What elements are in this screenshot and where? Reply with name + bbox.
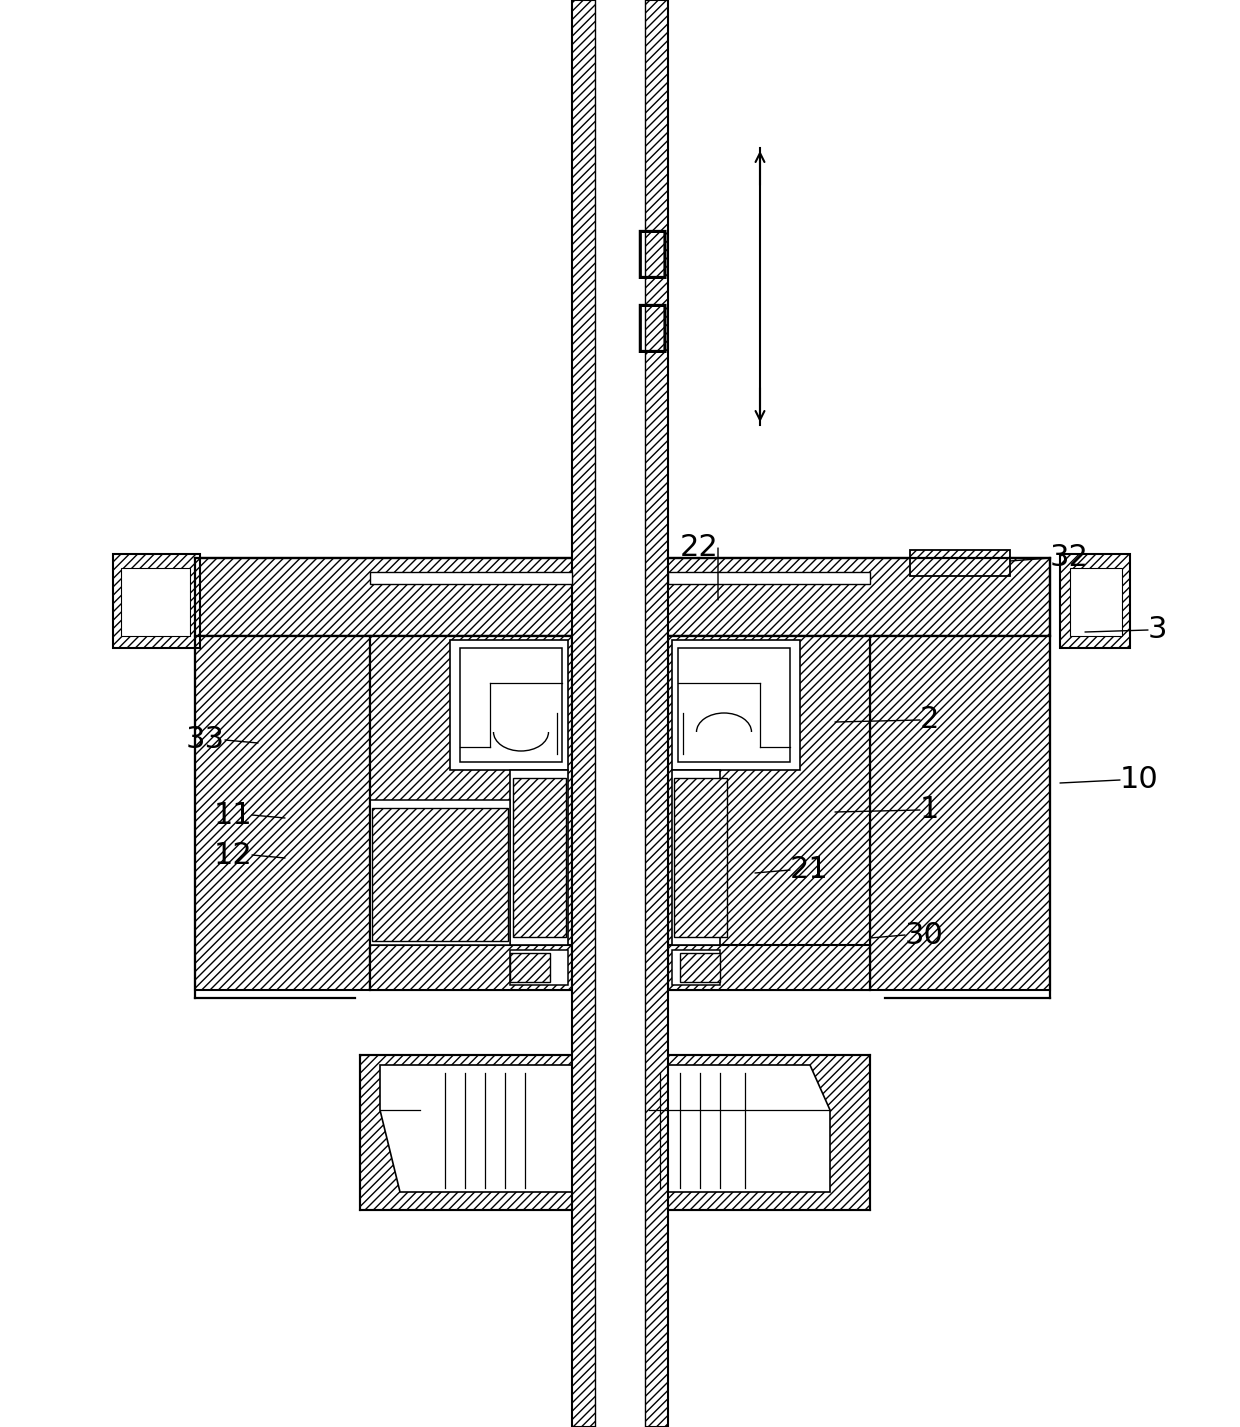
- Polygon shape: [672, 639, 800, 771]
- Text: 32: 32: [1050, 544, 1089, 572]
- Polygon shape: [572, 0, 668, 1427]
- Text: 2: 2: [920, 705, 940, 735]
- Polygon shape: [672, 771, 720, 945]
- Text: 3: 3: [1148, 615, 1168, 645]
- Polygon shape: [370, 636, 572, 990]
- Polygon shape: [379, 1065, 591, 1192]
- Polygon shape: [595, 0, 645, 1427]
- Polygon shape: [680, 953, 720, 982]
- Polygon shape: [649, 1065, 830, 1192]
- Polygon shape: [510, 950, 568, 985]
- Polygon shape: [910, 549, 1011, 577]
- Text: 12: 12: [213, 841, 252, 869]
- Polygon shape: [122, 568, 190, 636]
- Polygon shape: [372, 808, 508, 940]
- Polygon shape: [580, 1055, 870, 1210]
- Text: 21: 21: [790, 856, 828, 885]
- Polygon shape: [195, 636, 370, 990]
- Polygon shape: [668, 945, 870, 990]
- Polygon shape: [510, 771, 568, 945]
- Text: 10: 10: [1120, 765, 1158, 795]
- Polygon shape: [668, 572, 870, 584]
- Polygon shape: [668, 636, 870, 990]
- Polygon shape: [510, 953, 551, 982]
- Polygon shape: [1070, 568, 1122, 636]
- Polygon shape: [460, 648, 562, 762]
- Polygon shape: [672, 950, 720, 985]
- Polygon shape: [450, 639, 568, 771]
- Polygon shape: [675, 778, 727, 938]
- Polygon shape: [370, 945, 572, 990]
- Polygon shape: [370, 572, 572, 584]
- Polygon shape: [678, 648, 790, 762]
- Polygon shape: [870, 636, 1050, 990]
- Polygon shape: [513, 778, 565, 938]
- Text: 向: 向: [635, 301, 668, 355]
- Polygon shape: [370, 801, 510, 945]
- Text: 30: 30: [905, 920, 944, 949]
- Text: 22: 22: [680, 534, 718, 562]
- Polygon shape: [1060, 554, 1130, 648]
- Polygon shape: [113, 554, 200, 648]
- Text: 33: 33: [186, 725, 224, 755]
- Text: 轴: 轴: [635, 227, 668, 281]
- Polygon shape: [195, 558, 1050, 636]
- Text: 1: 1: [920, 795, 940, 825]
- Text: 11: 11: [213, 801, 252, 829]
- Polygon shape: [360, 1055, 660, 1210]
